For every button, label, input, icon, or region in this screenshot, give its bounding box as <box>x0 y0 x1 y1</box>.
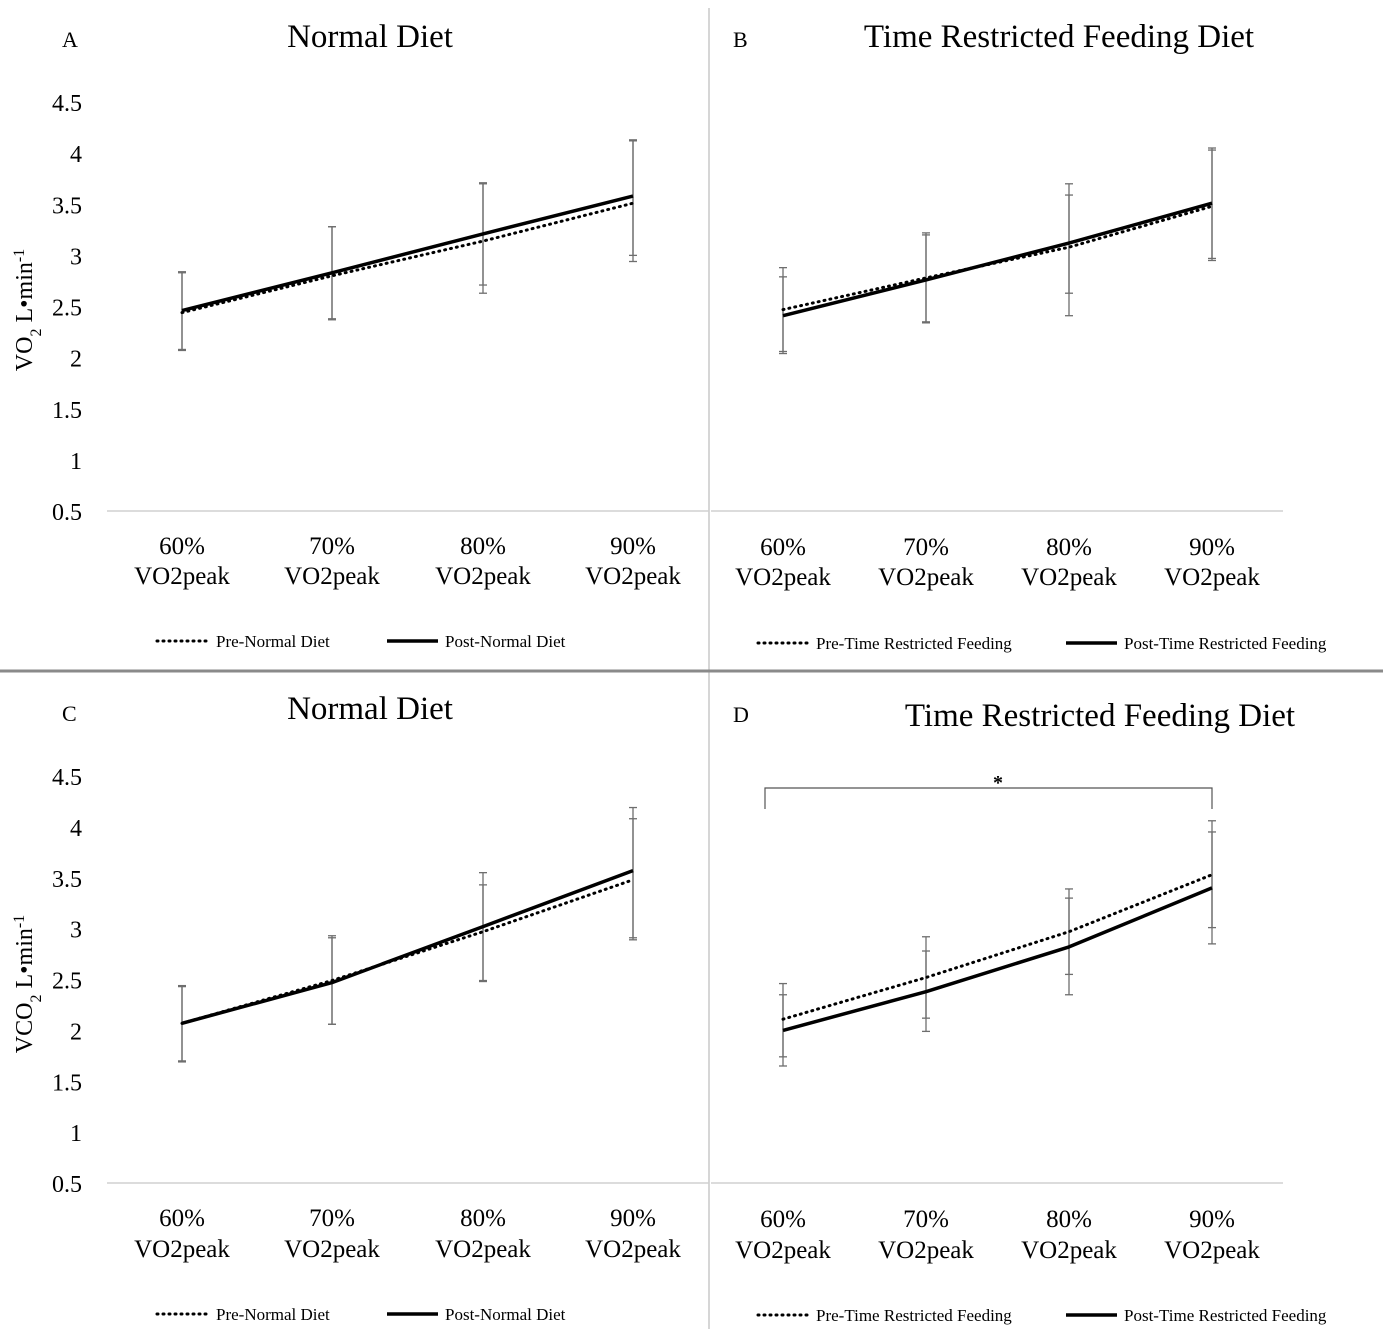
significance-bracket <box>764 787 1213 809</box>
y-tick-label: 4 <box>70 142 82 168</box>
x-tick-label: VO2peak <box>284 1236 380 1263</box>
y-axis-label-unit: L•min <box>12 262 38 328</box>
legend-label: Post-Normal Diet <box>445 1305 566 1324</box>
x-tick-label: VO2peak <box>435 563 531 590</box>
y-axis-label-a: VO2 L•min-1 <box>11 249 45 371</box>
y-axis-label-unit: L•min <box>12 928 38 994</box>
x-tick-label: 90% <box>1189 534 1235 561</box>
y-axis-label-main: VO <box>12 337 38 372</box>
y-tick-label: 4 <box>70 816 82 842</box>
panel-title-d: Time Restricted Feeding Diet <box>905 698 1295 734</box>
panel-title-a: Normal Diet <box>287 19 453 55</box>
x-tick-label: 70% <box>903 1206 949 1233</box>
x-tick-label: 80% <box>1046 534 1092 561</box>
y-tick-label: 1 <box>70 1121 82 1147</box>
y-tick-label: 2.5 <box>52 969 82 995</box>
x-tick-label: VO2peak <box>284 563 380 590</box>
x-tick-label: VO2peak <box>134 1236 230 1263</box>
plot-area-b: 60% VO2peak 70% VO2peak 80% VO2peak 90% VO2peak… <box>711 147 1327 653</box>
y-tick-label: 2.5 <box>52 296 82 322</box>
post-series-line <box>181 868 634 1025</box>
y-axis-label-main: VCO <box>12 1003 38 1054</box>
panel-a: A Normal Diet VO2 L•min-1 0.511.522.533.… <box>11 19 709 651</box>
x-tick-label: VO2peak <box>585 563 681 590</box>
x-tick-label: 70% <box>309 1205 355 1232</box>
x-tick-label: 90% <box>610 533 656 560</box>
x-tick-label: 60% <box>159 1205 205 1232</box>
panel-b: B Time Restricted Feeding Diet 60% VO2pea… <box>711 19 1327 653</box>
y-axis-label-c: VCO2 L•min-1 <box>11 915 45 1053</box>
y-tick-label: 4.5 <box>52 765 82 791</box>
x-tick-label: 70% <box>309 533 355 560</box>
panel-letter-c: C <box>62 701 77 726</box>
x-tick-label: VO2peak <box>1164 1237 1260 1264</box>
x-tick-label: VO2peak <box>735 564 831 591</box>
y-tick-label: 1.5 <box>52 398 82 424</box>
x-tick-label: 60% <box>760 1206 806 1233</box>
y-axis-label-sup: -1 <box>11 915 28 928</box>
y-axis-label-sup: -1 <box>11 249 28 262</box>
x-tick-label: 70% <box>903 534 949 561</box>
post-series-line <box>782 201 1213 318</box>
x-tick-label: VO2peak <box>878 1237 974 1264</box>
pre-series-line <box>781 204 1214 312</box>
y-tick-label: 3 <box>70 244 82 270</box>
x-tick-label: VO2peak <box>878 564 974 591</box>
x-tick-label: 90% <box>610 1205 656 1232</box>
legend-label: Pre-Time Restricted Feeding <box>816 1306 1012 1325</box>
panel-d: D Time Restricted Feeding Diet 60% VO2pea… <box>711 698 1327 1325</box>
x-tick-label: 80% <box>460 1205 506 1232</box>
post-series-line <box>782 886 1213 1033</box>
y-axis-label-sub: 2 <box>28 995 45 1003</box>
legend-label: Pre-Time Restricted Feeding <box>816 634 1012 653</box>
panel-title-c: Normal Diet <box>287 691 453 727</box>
pre-series-line <box>180 201 635 315</box>
x-tick-label: 60% <box>159 533 205 560</box>
x-tick-label: VO2peak <box>134 563 230 590</box>
y-tick-label: 3 <box>70 918 82 944</box>
panel-letter-d: D <box>733 702 749 727</box>
plot-area-c: 0.5 1 1.5 2 2.5 3 3.5 4 4.5 60% VO2peak 70% VO2peak 8… <box>52 765 709 1324</box>
x-tick-label: 80% <box>1046 1206 1092 1233</box>
x-tick-label: VO2peak <box>1164 564 1260 591</box>
x-tick-label: 90% <box>1189 1206 1235 1233</box>
y-tick-label: 2 <box>70 347 82 373</box>
x-tick-label: 60% <box>760 534 806 561</box>
y-tick-label: 0.5 <box>52 1172 82 1198</box>
legend-label: Post-Time Restricted Feeding <box>1124 1306 1327 1325</box>
panel-title-b: Time Restricted Feeding Diet <box>864 19 1254 55</box>
plot-area-a: 0.5 1 1.5 2 2.5 3 3.5 4 4.5 60% VO2peak 70% VO2peak 8… <box>52 91 709 651</box>
x-tick-label: VO2peak <box>1021 564 1117 591</box>
y-tick-label: 1 <box>70 449 82 475</box>
x-tick-label: VO2peak <box>735 1237 831 1264</box>
y-axis-label-sub: 2 <box>28 329 45 337</box>
y-tick-label: 4.5 <box>52 91 82 117</box>
x-tick-label: 80% <box>460 533 506 560</box>
panel-letter-a: A <box>62 27 78 52</box>
legend-label: Post-Normal Diet <box>445 632 566 651</box>
y-tick-label: 0.5 <box>52 500 82 526</box>
y-tick-label: 2 <box>70 1019 82 1045</box>
post-series-line <box>181 194 634 313</box>
pre-series-line <box>781 873 1214 1021</box>
legend-label: Post-Time Restricted Feeding <box>1124 634 1327 653</box>
x-tick-label: VO2peak <box>435 1236 531 1263</box>
x-tick-label: VO2peak <box>585 1236 681 1263</box>
panel-letter-b: B <box>733 27 748 52</box>
plot-area-d: 60% VO2peak 70% VO2peak 80% VO2peak 90% VO2peak… <box>711 772 1327 1325</box>
significance-marker: * <box>993 772 1003 794</box>
y-tick-label: 3.5 <box>52 867 82 893</box>
y-tick-label: 3.5 <box>52 193 82 219</box>
legend-label: Pre-Normal Diet <box>216 1305 330 1324</box>
pre-series-line <box>180 878 635 1025</box>
panel-c: C Normal Diet VCO2 L•min-1 0.511.522.533… <box>11 691 709 1324</box>
legend-label: Pre-Normal Diet <box>216 632 330 651</box>
x-tick-label: VO2peak <box>1021 1237 1117 1264</box>
y-tick-label: 1.5 <box>52 1070 82 1096</box>
